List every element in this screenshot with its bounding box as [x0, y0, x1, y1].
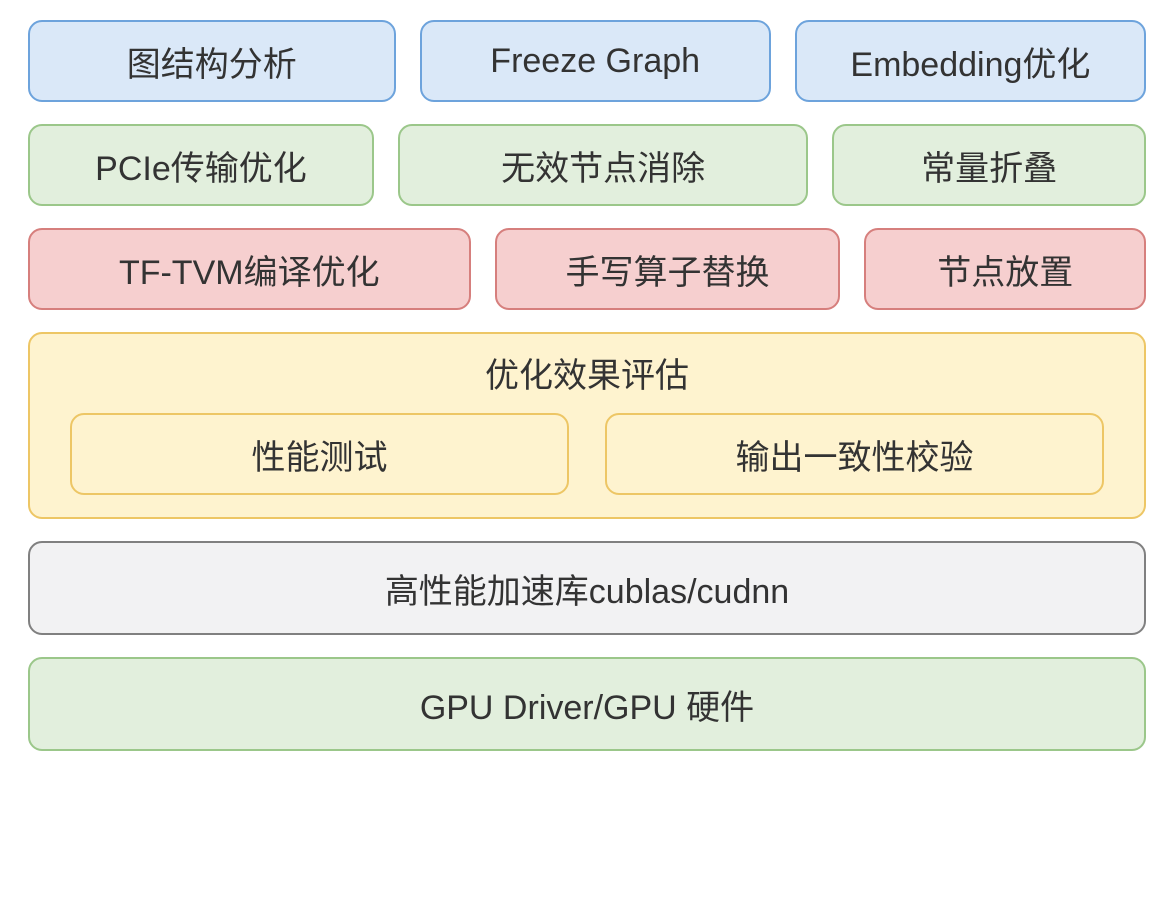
box-embedding-optimization: Embedding优化	[795, 20, 1146, 102]
box-graph-structure-analysis: 图结构分析	[28, 20, 396, 102]
box-invalid-node-elimination: 无效节点消除	[398, 124, 808, 206]
box-optimization-evaluation: 优化效果评估 性能测试 输出一致性校验	[28, 332, 1146, 519]
box-performance-test: 性能测试	[70, 413, 569, 495]
row-evaluation-inner: 性能测试 输出一致性校验	[70, 413, 1104, 495]
row-graph-analysis: 图结构分析 Freeze Graph Embedding优化	[28, 20, 1146, 102]
box-node-placement: 节点放置	[864, 228, 1146, 310]
row-transfer-optimization: PCIe传输优化 无效节点消除 常量折叠	[28, 124, 1146, 206]
row-gpu-hardware: GPU Driver/GPU 硬件	[28, 657, 1146, 751]
box-tf-tvm-compile-optimization: TF-TVM编译优化	[28, 228, 471, 310]
box-cublas-cudnn: 高性能加速库cublas/cudnn	[28, 541, 1146, 635]
box-gpu-driver-hardware: GPU Driver/GPU 硬件	[28, 657, 1146, 751]
box-custom-operator-replacement: 手写算子替换	[495, 228, 841, 310]
box-constant-folding: 常量折叠	[832, 124, 1146, 206]
box-freeze-graph: Freeze Graph	[420, 20, 771, 102]
box-output-consistency-check: 输出一致性校验	[605, 413, 1104, 495]
box-pcie-transfer-optimization: PCIe传输优化	[28, 124, 374, 206]
row-compilation: TF-TVM编译优化 手写算子替换 节点放置	[28, 228, 1146, 310]
label-optimization-evaluation-title: 优化效果评估	[70, 348, 1104, 397]
row-acceleration-library: 高性能加速库cublas/cudnn	[28, 541, 1146, 635]
